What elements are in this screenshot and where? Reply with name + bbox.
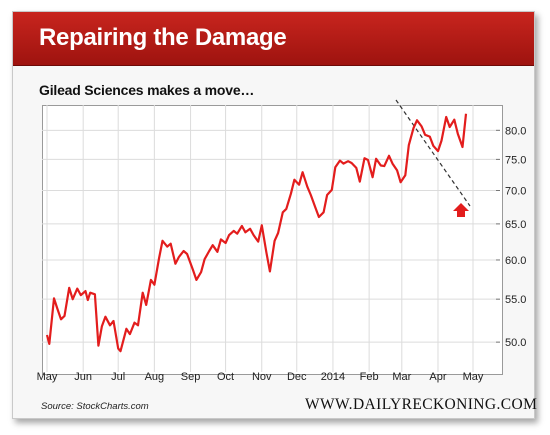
x-tick-label: May xyxy=(463,371,484,383)
x-tick-label: Jul xyxy=(111,371,125,383)
x-tick-label: 2014 xyxy=(321,371,345,383)
trend-line xyxy=(395,99,471,207)
x-tick-label: Jun xyxy=(74,371,92,383)
x-tick-label: Feb xyxy=(360,371,379,383)
x-tick-label: Oct xyxy=(217,371,234,383)
source-note: Source: StockCharts.com xyxy=(41,401,149,412)
x-tick-label: Nov xyxy=(252,371,272,383)
x-tick-label: Aug xyxy=(145,371,165,383)
y-tick-label: 55.0 xyxy=(505,294,526,306)
x-tick-label: Dec xyxy=(287,371,307,383)
title-banner: Repairing the Damage xyxy=(13,12,534,66)
price-series-line xyxy=(45,113,468,353)
y-tick-label: 80.0 xyxy=(505,125,526,137)
x-tick-label: Mar xyxy=(392,371,411,383)
y-tick-label: 75.0 xyxy=(505,154,526,166)
brand-url: WWW.DAILYRECKONING.COM xyxy=(305,396,538,413)
chart-card: Repairing the Damage Gilead Sciences mak… xyxy=(12,11,538,419)
x-tick-label: Apr xyxy=(429,371,446,383)
y-tick-label: 70.0 xyxy=(505,185,526,197)
x-tick-label: Sep xyxy=(181,371,201,383)
plot-area xyxy=(42,105,503,375)
y-tick-label: 50.0 xyxy=(505,337,526,349)
y-tick-label: 60.0 xyxy=(505,255,526,267)
y-tick-label: 65.0 xyxy=(505,219,526,231)
x-tick-label: May xyxy=(37,371,58,383)
chart-subtitle: Gilead Sciences makes a move… xyxy=(39,82,255,98)
up-arrow-icon xyxy=(453,203,469,217)
banner-title: Repairing the Damage xyxy=(39,24,287,51)
